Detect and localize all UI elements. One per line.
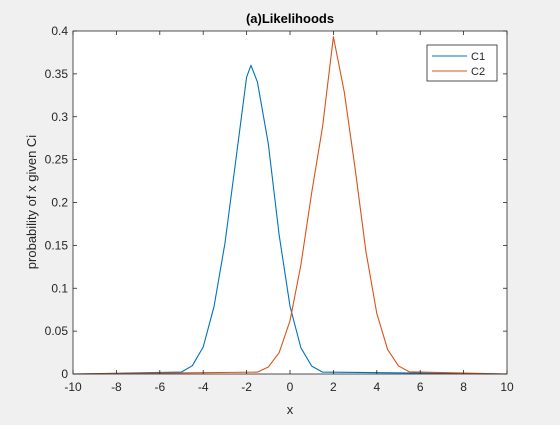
x-tick-label: 8	[460, 380, 467, 394]
x-axis-label: x	[287, 402, 294, 417]
y-tick-label: 0	[61, 367, 68, 381]
x-tick-label: 0	[287, 380, 294, 394]
x-tick-label: -8	[111, 380, 122, 394]
y-tick-label: 0.35	[45, 67, 69, 81]
y-tick-label: 0.15	[45, 238, 69, 252]
x-tick-label: 6	[417, 380, 424, 394]
y-axis-label: probability of x given Ci	[24, 135, 39, 270]
y-tick-label: 0.25	[45, 153, 69, 167]
x-tick-label: -2	[241, 380, 252, 394]
chart-title: (a)Likelihoods	[246, 11, 334, 26]
legend-label-c1: C1	[471, 51, 485, 63]
series-line-c1	[72, 64, 508, 375]
legend-label-c2: C2	[471, 66, 485, 78]
x-tick-label: -6	[154, 380, 165, 394]
x-tick-label: 2	[330, 380, 337, 394]
y-tick-label: 0.1	[51, 281, 68, 295]
y-tick-label: 0.3	[51, 110, 68, 124]
series-line-c2	[72, 36, 508, 375]
y-tick-label: 0.2	[51, 196, 68, 210]
y-tick-label: 0.05	[45, 324, 69, 338]
x-tick-label: 4	[373, 380, 380, 394]
x-tick-label: -10	[64, 380, 82, 394]
series-layer	[72, 36, 508, 375]
y-tick-label: 0.4	[51, 24, 68, 38]
x-tick-label: -4	[198, 380, 209, 394]
plot-area	[73, 31, 507, 374]
ticks-layer: -10 -8 -6 -4 -2 0 2 4 6 8 10 0 0.05 0.1 0.15 0.2 0.25 0.3…	[45, 24, 514, 394]
legend-box	[426, 44, 498, 82]
x-tick-label: 10	[500, 380, 514, 394]
